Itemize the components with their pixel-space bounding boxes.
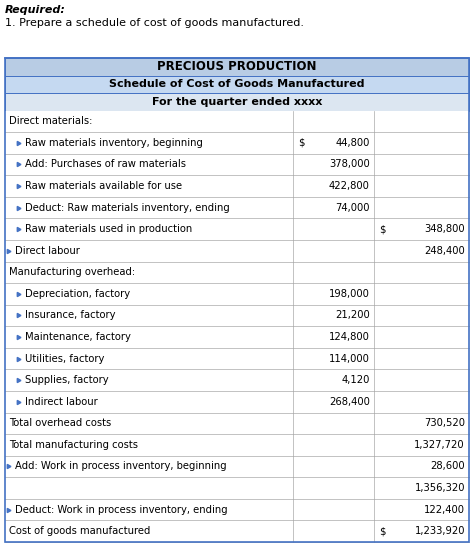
Text: 348,800: 348,800 (424, 224, 465, 234)
Bar (5, 326, 469, 348)
Text: Manufacturing overhead:: Manufacturing overhead: (9, 267, 135, 277)
Text: Supplies, factory: Supplies, factory (25, 375, 109, 385)
Text: Total manufacturing costs: Total manufacturing costs (9, 440, 138, 450)
Text: 114,000: 114,000 (329, 353, 370, 364)
Text: 74,000: 74,000 (336, 202, 370, 213)
Text: 268,400: 268,400 (329, 397, 370, 407)
Text: Insurance, factory: Insurance, factory (25, 311, 116, 321)
Text: 124,800: 124,800 (329, 332, 370, 342)
Bar (5, 58, 469, 75)
Bar (5, 499, 469, 520)
Text: Total overhead costs: Total overhead costs (9, 418, 111, 428)
Text: Raw materials available for use: Raw materials available for use (25, 181, 182, 191)
Text: 1,233,920: 1,233,920 (414, 526, 465, 536)
Text: For the quarter ended xxxx: For the quarter ended xxxx (152, 97, 322, 107)
Bar (5, 75, 469, 93)
Text: 1. Prepare a schedule of cost of goods manufactured.: 1. Prepare a schedule of cost of goods m… (5, 18, 304, 28)
Text: Add: Work in process inventory, beginning: Add: Work in process inventory, beginnin… (15, 462, 227, 472)
Bar (5, 283, 469, 305)
Text: Raw materials inventory, beginning: Raw materials inventory, beginning (25, 138, 203, 148)
Text: 378,000: 378,000 (329, 159, 370, 170)
Text: Depreciation, factory: Depreciation, factory (25, 289, 130, 299)
Text: Utilities, factory: Utilities, factory (25, 353, 104, 364)
Bar (5, 261, 469, 283)
Text: Raw materials used in production: Raw materials used in production (25, 224, 192, 234)
Bar (5, 391, 469, 412)
Text: 4,120: 4,120 (341, 375, 370, 385)
Text: Add: Purchases of raw materials: Add: Purchases of raw materials (25, 159, 186, 170)
Bar (5, 175, 469, 197)
Text: 28,600: 28,600 (430, 462, 465, 472)
Text: Schedule of Cost of Goods Manufactured: Schedule of Cost of Goods Manufactured (109, 79, 365, 89)
Text: Direct materials:: Direct materials: (9, 117, 92, 126)
Bar (5, 305, 469, 326)
Text: 1,327,720: 1,327,720 (414, 440, 465, 450)
Bar (5, 456, 469, 478)
Text: 198,000: 198,000 (329, 289, 370, 299)
Text: 44,800: 44,800 (336, 138, 370, 148)
Text: 248,400: 248,400 (424, 246, 465, 256)
Text: Cost of goods manufactured: Cost of goods manufactured (9, 526, 150, 536)
Text: 21,200: 21,200 (335, 311, 370, 321)
Bar (5, 240, 469, 261)
Text: Deduct: Raw materials inventory, ending: Deduct: Raw materials inventory, ending (25, 202, 230, 213)
Text: Required:: Required: (5, 5, 66, 15)
Bar (5, 478, 469, 499)
Text: Indirect labour: Indirect labour (25, 397, 98, 407)
Text: Deduct: Work in process inventory, ending: Deduct: Work in process inventory, endin… (15, 505, 228, 515)
Text: 122,400: 122,400 (424, 505, 465, 515)
Bar (5, 154, 469, 175)
Bar (5, 348, 469, 369)
Bar (5, 197, 469, 218)
Text: Maintenance, factory: Maintenance, factory (25, 332, 131, 342)
Text: 422,800: 422,800 (329, 181, 370, 191)
Text: 1,356,320: 1,356,320 (414, 483, 465, 493)
Bar (5, 520, 469, 542)
Bar (5, 369, 469, 391)
Text: PRECIOUS PRODUCTION: PRECIOUS PRODUCTION (157, 60, 317, 73)
Text: $: $ (298, 138, 304, 148)
Bar (5, 132, 469, 154)
Text: $: $ (379, 526, 385, 536)
Bar (5, 110, 469, 132)
Text: $: $ (379, 224, 385, 234)
Bar (5, 93, 469, 110)
Text: 730,520: 730,520 (424, 418, 465, 428)
Bar (5, 412, 469, 434)
Bar (5, 58, 469, 542)
Bar (5, 434, 469, 456)
Bar (5, 218, 469, 240)
Text: Direct labour: Direct labour (15, 246, 80, 256)
